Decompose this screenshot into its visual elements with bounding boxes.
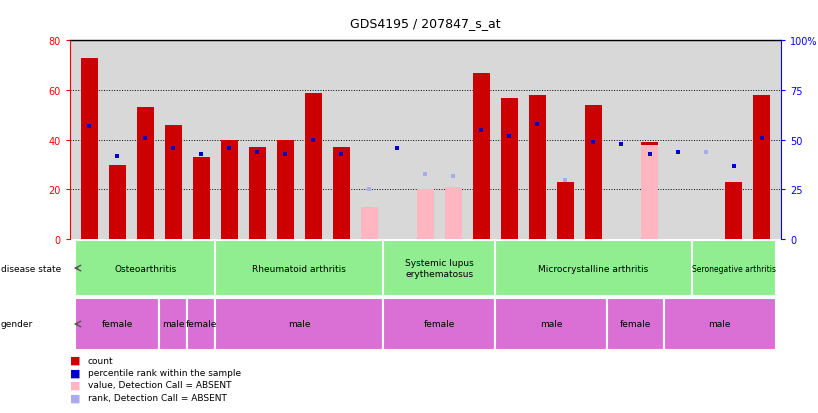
Text: female: female <box>620 320 651 329</box>
Text: rank, Detection Call = ABSENT: rank, Detection Call = ABSENT <box>88 393 227 402</box>
Text: Osteoarthritis: Osteoarthritis <box>114 264 177 273</box>
Bar <box>496 241 691 296</box>
Bar <box>249 148 266 240</box>
Bar <box>305 93 321 240</box>
Bar <box>496 299 608 350</box>
Bar <box>557 183 574 240</box>
Text: male: male <box>540 320 563 329</box>
Text: ■: ■ <box>70 355 80 365</box>
Text: ■: ■ <box>70 368 80 377</box>
Bar <box>215 299 384 350</box>
Text: GDS4195 / 207847_s_at: GDS4195 / 207847_s_at <box>350 17 501 29</box>
Bar <box>187 299 215 350</box>
Text: Systemic lupus
erythematosus: Systemic lupus erythematosus <box>405 259 474 278</box>
Bar <box>445 188 462 240</box>
Bar <box>384 241 496 296</box>
Text: gender: gender <box>1 320 33 329</box>
Text: female: female <box>101 320 133 329</box>
Text: ■: ■ <box>70 380 80 390</box>
Bar <box>691 241 775 296</box>
Text: female: female <box>186 320 217 329</box>
Text: female: female <box>424 320 455 329</box>
Text: ■: ■ <box>70 392 80 402</box>
Text: male: male <box>708 320 730 329</box>
Bar <box>221 140 238 240</box>
Bar <box>276 140 294 240</box>
Text: male: male <box>162 320 184 329</box>
Text: disease state: disease state <box>1 264 61 273</box>
Bar <box>384 299 496 350</box>
Text: Rheumatoid arthritis: Rheumatoid arthritis <box>252 264 346 273</box>
Text: value, Detection Call = ABSENT: value, Detection Call = ABSENT <box>88 380 231 389</box>
Bar <box>417 190 434 240</box>
Bar <box>137 108 154 240</box>
Text: Seronegative arthritis: Seronegative arthritis <box>691 264 775 273</box>
Bar <box>608 299 663 350</box>
Text: male: male <box>288 320 311 329</box>
Bar <box>529 96 546 240</box>
Bar <box>215 241 384 296</box>
Bar <box>585 106 602 240</box>
Text: Microcrystalline arthritis: Microcrystalline arthritis <box>538 264 649 273</box>
Bar <box>753 96 770 240</box>
Bar <box>725 183 742 240</box>
Text: percentile rank within the sample: percentile rank within the sample <box>88 368 240 377</box>
Bar <box>109 165 126 240</box>
Bar <box>663 299 775 350</box>
Text: count: count <box>88 356 113 365</box>
Bar <box>361 207 378 240</box>
Bar <box>160 299 187 350</box>
Bar <box>473 74 490 240</box>
Bar <box>333 148 350 240</box>
Bar <box>75 299 160 350</box>
Bar <box>164 126 182 240</box>
Bar <box>75 241 215 296</box>
Bar <box>501 98 518 240</box>
Bar <box>641 145 658 240</box>
Bar <box>641 143 658 240</box>
Bar <box>81 59 97 240</box>
Bar <box>193 158 209 240</box>
